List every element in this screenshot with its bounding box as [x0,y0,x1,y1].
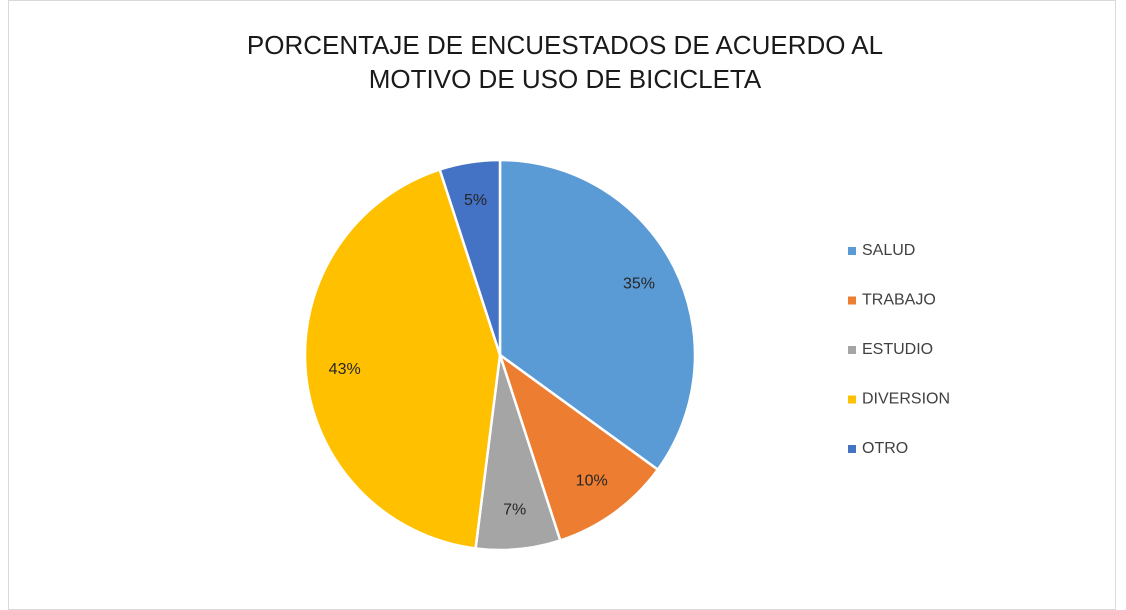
pie-slice [497,351,660,543]
pie-slice [498,158,697,472]
data-label: 5% [464,192,487,209]
legend-label: OTRO [862,440,908,457]
data-label: 7% [503,502,526,519]
pie-slice [303,167,502,550]
legend-swatch [848,247,856,255]
data-label: 43% [329,361,361,378]
legend-swatch [848,395,856,404]
data-label: 10% [576,472,608,489]
legend-swatch [848,445,856,453]
legend-label: TRABAJO [862,292,936,309]
chart-title: PORCENTAJE DE ENCUESTADOS DE ACUERDO AL … [246,30,884,94]
legend-label: SALUD [862,242,915,259]
data-label: 35% [623,275,655,292]
legend-swatch [848,296,856,305]
legend-swatch [848,346,856,354]
legend-label: DIVERSION [862,391,950,408]
pie-slice [438,158,502,356]
legend-label: ESTUDIO [862,341,933,358]
